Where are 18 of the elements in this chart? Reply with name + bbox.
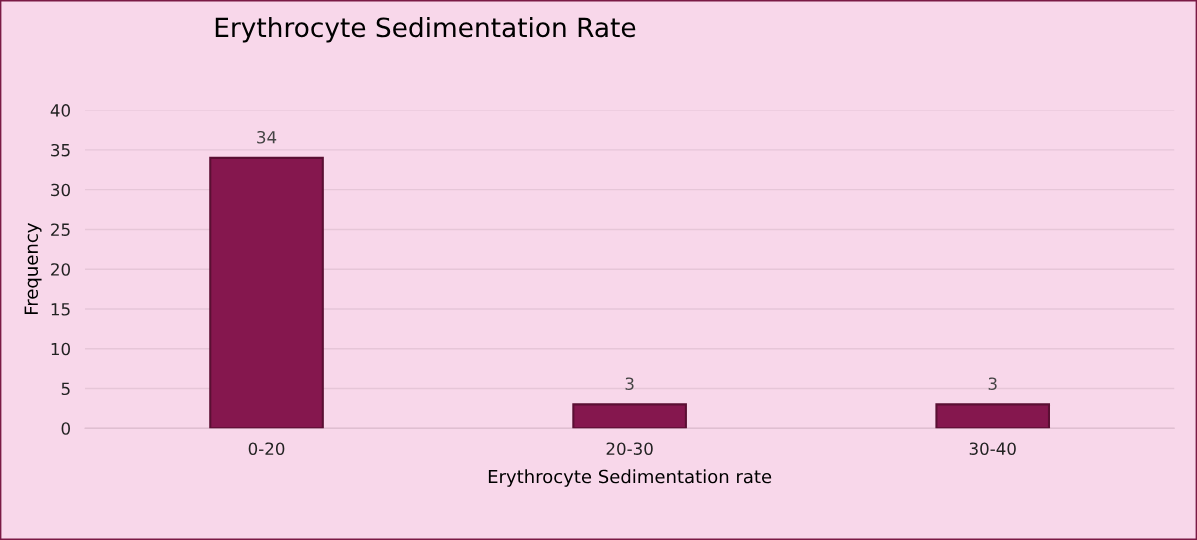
y-tick-label: 40 bbox=[50, 104, 70, 117]
y-tick-label: 5 bbox=[61, 382, 70, 396]
y-tick-label: 30 bbox=[51, 183, 70, 197]
x-tick-label: 0-20 bbox=[248, 442, 285, 456]
x-tick-label: 20-30 bbox=[606, 442, 653, 456]
y-tick-label: 35 bbox=[51, 143, 70, 157]
x-tick-label: 30-40 bbox=[969, 442, 1016, 456]
y-tick-label: 20 bbox=[51, 263, 70, 276]
x-axis-title: Erythrocyte Sedimentation rate bbox=[488, 469, 772, 487]
y-tick-label: 15 bbox=[51, 303, 70, 316]
y-axis-title: Frequency bbox=[24, 223, 42, 315]
data-label: 3 bbox=[988, 377, 997, 391]
chart-title: Erythrocyte Sedimentation Rate bbox=[215, 16, 636, 43]
y-tick-label: 25 bbox=[51, 223, 70, 236]
y-tick-label: 0 bbox=[61, 422, 70, 435]
data-label: 3 bbox=[625, 377, 634, 391]
data-label: 34 bbox=[257, 130, 277, 144]
y-tick-label: 10 bbox=[51, 342, 70, 356]
